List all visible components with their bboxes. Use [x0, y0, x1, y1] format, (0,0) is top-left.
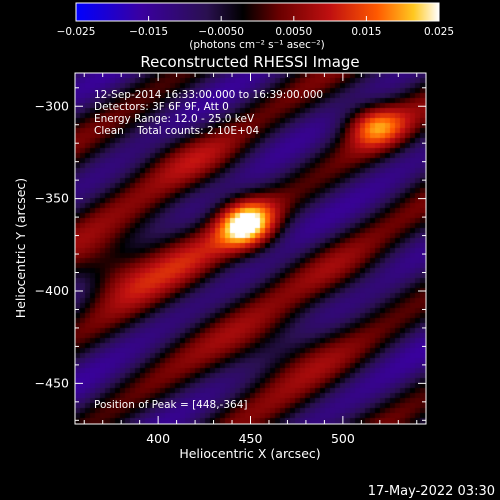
- heatmap-image: [75, 73, 426, 424]
- colorbar-tick-label: 0.025: [424, 26, 454, 38]
- colorbar-tick-label: −0.015: [129, 26, 168, 38]
- peak-position-label: Position of Peak = [448,-364]: [94, 399, 248, 411]
- annotation-block: 12-Sep-2014 16:33:00.000 to 16:39:00.000…: [94, 89, 323, 137]
- colorbar-tick-label: −0.025: [57, 26, 96, 38]
- colorbar-tick-label: 0.015: [351, 26, 381, 38]
- x-axis-ticks: 400 450 500: [83, 73, 418, 446]
- colorbar-unit-label: (photons cm⁻² s⁻¹ asec⁻²): [189, 39, 324, 51]
- y-axis-ticks: −300 −350 −400 −450: [35, 87, 426, 421]
- annotation-energy-range: Energy Range: 12.0 - 25.0 keV: [94, 113, 255, 125]
- x-tick-label: 500: [331, 431, 355, 446]
- x-axis-label: Heliocentric X (arcsec): [179, 446, 320, 461]
- y-tick-label: −300: [35, 98, 69, 113]
- colorbar-tick-label: −0.0050: [198, 26, 244, 38]
- colorbar-tick-label: 0.0050: [275, 26, 312, 38]
- annotation-detectors: Detectors: 3F 6F 9F, Att 0: [94, 101, 229, 113]
- y-tick-label: −400: [35, 283, 69, 298]
- y-axis-label: Heliocentric Y (arcsec): [13, 178, 28, 318]
- annotation-clean-counts: Clean Total counts: 2.10E+04: [94, 125, 259, 137]
- plot-area: 400 450 500 −300 −350 −400 −450: [35, 72, 427, 446]
- chart-title: Reconstructed RHESSI Image: [140, 53, 359, 71]
- colorbar-gradient: [75, 2, 440, 22]
- footer-date: 17-May-2022 03:30: [368, 484, 495, 499]
- colorbar-ticks: −0.025 −0.015 −0.0050 0.0050 0.015 0.025: [57, 16, 454, 38]
- x-tick-label: 400: [146, 431, 170, 446]
- y-tick-label: −450: [35, 375, 69, 390]
- x-tick-label: 450: [239, 431, 263, 446]
- annotation-time-range: 12-Sep-2014 16:33:00.000 to 16:39:00.000: [94, 89, 323, 101]
- y-tick-label: −350: [35, 191, 69, 206]
- colorbar: −0.025 −0.015 −0.0050 0.0050 0.015 0.025 (pho…: [57, 2, 454, 51]
